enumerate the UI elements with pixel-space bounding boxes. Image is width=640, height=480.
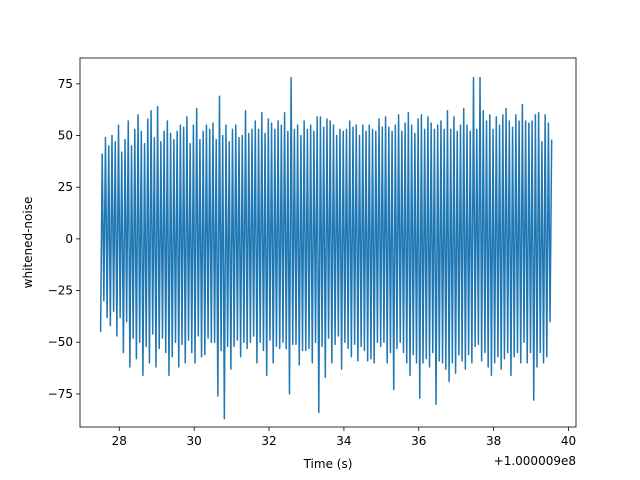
x-axis-ticks: 28 30 32 34 36 38 40 — [112, 427, 576, 448]
y-tick-label: 0 — [65, 232, 73, 246]
y-axis-ticks: −75 −50 −25 0 25 50 75 — [48, 77, 80, 401]
y-tick-label: −25 — [48, 284, 73, 298]
x-tick-label: 28 — [112, 434, 127, 448]
x-tick-label: 38 — [486, 434, 501, 448]
x-tick-label: 32 — [261, 434, 276, 448]
x-axis-offset-label: +1.000009e8 — [494, 454, 576, 468]
y-axis-label: whitened-noise — [21, 197, 35, 289]
series-line-whitened-noise — [99, 76, 553, 420]
x-tick-label: 34 — [336, 434, 351, 448]
x-tick-label: 36 — [411, 434, 426, 448]
x-tick-label: 30 — [187, 434, 202, 448]
y-tick-label: 75 — [58, 77, 73, 91]
plot-area — [79, 57, 577, 428]
axes-frame — [79, 57, 577, 428]
y-tick-label: −75 — [48, 387, 73, 401]
y-tick-label: 50 — [58, 129, 73, 143]
x-axis-label: Time (s) — [303, 457, 353, 471]
y-tick-label: −50 — [48, 335, 73, 349]
y-tick-label: 25 — [58, 180, 73, 194]
x-tick-label: 40 — [561, 434, 576, 448]
